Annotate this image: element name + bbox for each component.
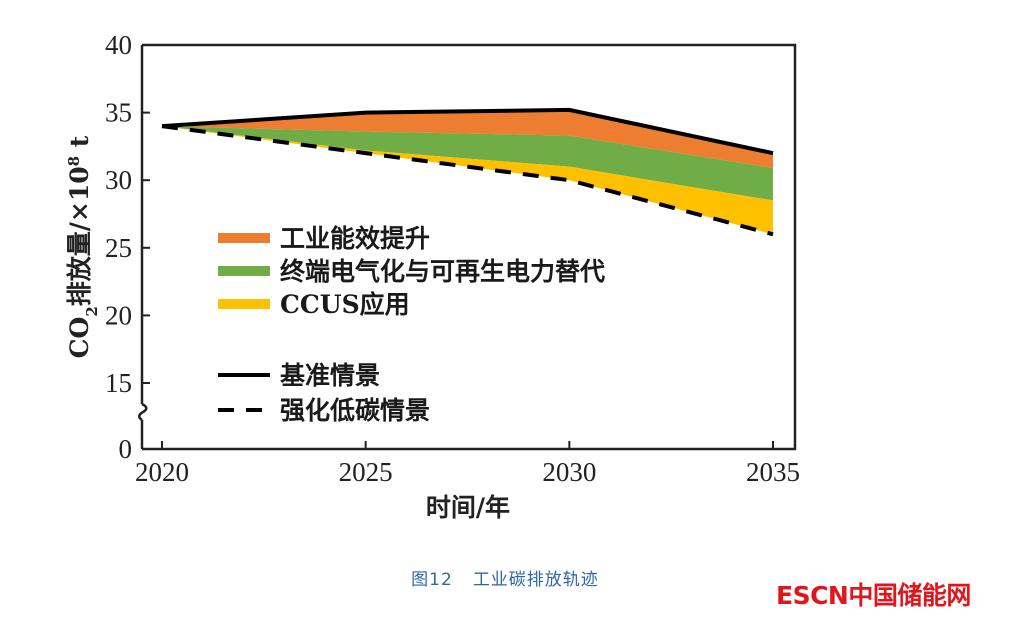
legend-label-electrification: 终端电气化与可再生电力替代: [280, 257, 605, 286]
legend-label-low-carbon: 强化低碳情景: [280, 396, 430, 425]
line-low-carbon: [161, 124, 774, 237]
axis-break-mark: [138, 402, 148, 422]
y-tick-label: 30: [105, 165, 132, 195]
frame-top-right: [142, 43, 797, 451]
x-axis-title: 时间/年: [426, 493, 510, 522]
x-ticks: 2020 2025 2030 2035: [135, 441, 800, 487]
x-tick-label: 2030: [542, 457, 596, 487]
x-tick-label: 2035: [746, 457, 800, 487]
area-efficiency: [162, 109, 773, 169]
y-tick-label: 20: [105, 300, 132, 330]
x-tick-label: 2025: [339, 457, 393, 487]
figure-caption: 图12 工业碳排放轨迹: [0, 565, 1010, 590]
line-baseline: [161, 107, 774, 156]
y-tick-label: 25: [105, 233, 132, 263]
y-tick-label: 15: [105, 368, 132, 398]
x-tick-label: 2020: [135, 457, 189, 487]
figure-number: 图12: [411, 570, 453, 590]
stacked-areas: [162, 109, 773, 235]
plot-frame: [138, 43, 797, 451]
y-tick-label: 35: [105, 98, 132, 128]
y-tick-label: 40: [105, 30, 132, 60]
area-electrification: [162, 126, 773, 201]
y-axis-title: CO2排放量/×108 t: [65, 135, 101, 358]
scenario-lines: [161, 107, 774, 237]
legend: 工业能效提升 终端电气化与可再生电力替代 CCUS应用 基准情景 强化低碳情景: [218, 224, 605, 425]
area-ccus: [162, 126, 773, 235]
y-ticks: 0 15 20 25 30 35 40: [105, 30, 150, 464]
legend-swatch-orange: [218, 233, 270, 243]
escn-logo: ESCN中国储能网: [776, 581, 971, 610]
figure-title: 工业碳排放轨迹: [472, 570, 599, 590]
legend-label-baseline: 基准情景: [280, 361, 380, 390]
legend-swatch-yellow: [218, 299, 270, 309]
legend-swatch-green: [218, 266, 270, 276]
legend-label-ccus: CCUS应用: [280, 290, 410, 319]
legend-label-efficiency: 工业能效提升: [280, 224, 430, 253]
y-tick-label: 0: [119, 434, 133, 464]
